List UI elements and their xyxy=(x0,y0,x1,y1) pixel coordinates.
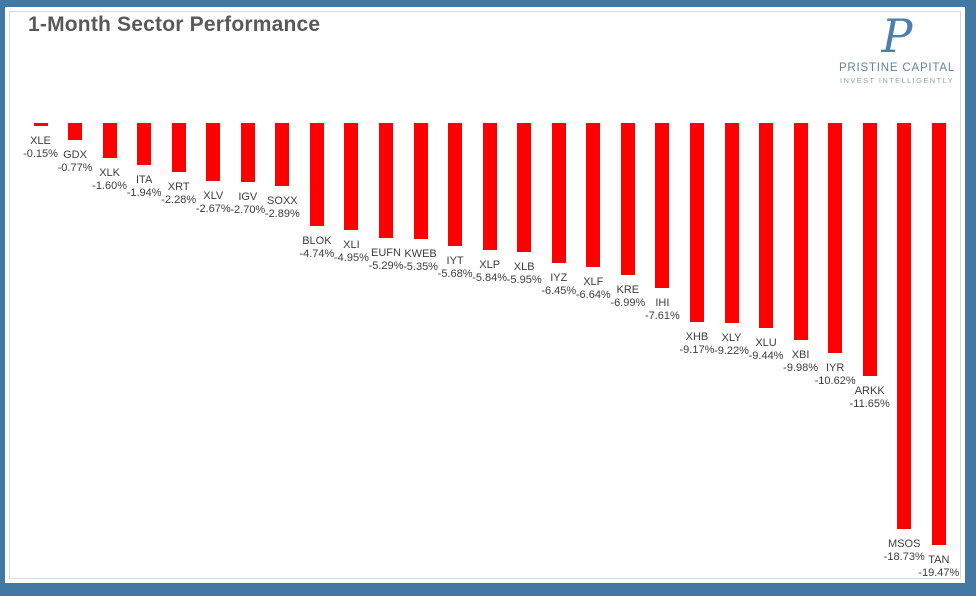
bar-value-label-TAN: -19.47% xyxy=(918,567,960,580)
bar-value-label-ARKK: -11.65% xyxy=(849,397,890,410)
bar-XLP xyxy=(482,123,497,250)
bar-SOXX xyxy=(275,123,290,186)
bar-IYT xyxy=(448,123,463,247)
bar-value-label-XHB: -9.17% xyxy=(679,343,715,356)
bar-category-label-XHB: XHB xyxy=(685,330,709,343)
bar-category-label-XLB: XLB xyxy=(513,261,535,274)
bar-category-label-TAN: TAN xyxy=(928,554,950,567)
bar-category-label-IYR: IYR xyxy=(825,362,845,375)
pristine-capital-logo: P PRISTINE CAPITAL INVEST INTELLIGENTLY xyxy=(836,12,958,85)
bar-value-label-XLP: -5.84% xyxy=(472,271,508,284)
bar-category-label-IGV: IGV xyxy=(238,190,258,203)
bar-category-label-MSOS: MSOS xyxy=(888,538,921,551)
bar-XLU xyxy=(759,123,774,328)
bar-value-label-XLF: -6.64% xyxy=(575,289,611,302)
bar-EUFN xyxy=(379,123,393,238)
bar-XLF xyxy=(586,123,601,268)
bar-XLY xyxy=(724,123,739,324)
bar-MSOS xyxy=(897,123,912,530)
page-title: 1-Month Sector Performance xyxy=(28,13,321,36)
bar-category-label-SOXX: SOXX xyxy=(267,194,298,207)
bar-value-label-XLV: -2.67% xyxy=(195,202,231,215)
bar-value-label-SOXX: -2.89% xyxy=(264,207,300,220)
bar-value-label-IYR: -10.62% xyxy=(814,375,856,388)
bar-value-label-KWEB: -5.35% xyxy=(403,261,438,274)
bar-category-label-EUFN: EUFN xyxy=(371,246,401,259)
bar-value-label-MSOS: -18.73% xyxy=(883,551,925,564)
bar-XLI xyxy=(344,123,359,231)
bar-XLB xyxy=(517,123,532,253)
logo-monogram-icon: P xyxy=(881,9,913,63)
bar-category-label-XBI: XBI xyxy=(791,348,810,361)
bar-category-label-ARKK: ARKK xyxy=(854,384,885,397)
bar-XLK xyxy=(102,123,117,158)
bar-value-label-XLK: -1.60% xyxy=(92,179,128,192)
bar-IHI xyxy=(655,123,670,289)
bar-IYZ xyxy=(551,123,566,263)
bar-category-label-GDX: GDX xyxy=(63,148,87,161)
bar-value-label-GDX: -0.77% xyxy=(57,161,93,174)
bar-category-label-XLE: XLE xyxy=(30,135,51,148)
bar-value-label-XLY: -9.22% xyxy=(714,345,749,358)
bar-BLOK xyxy=(309,123,324,226)
bar-value-label-XLB: -5.95% xyxy=(506,274,542,287)
bar-category-label-IHI: IHI xyxy=(655,297,670,310)
bar-XBI xyxy=(793,123,808,340)
bar-IGV xyxy=(240,123,255,182)
bar-ITA xyxy=(137,123,152,166)
bar-ARKK xyxy=(862,123,877,376)
bar-category-label-XLK: XLK xyxy=(99,166,120,179)
bar-category-label-ITA: ITA xyxy=(135,174,153,187)
bar-category-label-XRT: XRT xyxy=(167,181,190,194)
bar-category-label-XLY: XLY xyxy=(721,332,742,345)
bar-value-label-XLI: -4.95% xyxy=(334,252,369,265)
bar-value-label-BLOK: -4.74% xyxy=(299,247,335,260)
bar-TAN xyxy=(931,123,946,546)
bar-XHB xyxy=(689,123,704,322)
bar-category-label-IYT: IYT xyxy=(446,255,464,268)
bar-KRE xyxy=(620,123,635,275)
bar-value-label-IYZ: -6.45% xyxy=(541,284,577,297)
bar-category-label-XLF: XLF xyxy=(583,276,604,289)
bar-value-label-EUFN: -5.29% xyxy=(368,259,404,272)
bar-value-label-IYT: -5.68% xyxy=(437,268,473,281)
bar-value-label-IHI: -7.61% xyxy=(644,310,680,323)
bar-value-label-KRE: -6.99% xyxy=(610,296,646,309)
bar-category-label-XLV: XLV xyxy=(203,189,224,202)
bar-value-label-XRT: -2.28% xyxy=(161,194,197,207)
bar-category-label-IYZ: IYZ xyxy=(550,271,568,284)
bar-XRT xyxy=(171,123,186,173)
bar-XLE xyxy=(33,123,48,127)
bar-KWEB xyxy=(413,123,428,240)
bar-category-label-XLU: XLU xyxy=(755,336,777,349)
bar-value-label-ITA: -1.94% xyxy=(126,187,162,200)
bar-IYR xyxy=(828,123,843,354)
bar-value-label-XLE: -0.15% xyxy=(23,148,58,161)
bar-value-label-XBI: -9.98% xyxy=(783,361,819,374)
bar-category-label-BLOK: BLOK xyxy=(302,234,332,247)
bar-value-label-IGV: -2.70% xyxy=(230,203,266,216)
bar-value-label-XLU: -9.44% xyxy=(748,349,784,362)
logo-name: PRISTINE CAPITAL xyxy=(838,62,956,74)
bar-category-label-KWEB: KWEB xyxy=(404,248,437,261)
bar-category-label-XLI: XLI xyxy=(343,239,360,252)
bar-category-label-XLP: XLP xyxy=(479,258,501,271)
bar-XLV xyxy=(206,123,221,181)
bar-category-label-KRE: KRE xyxy=(616,283,640,296)
logo-tagline: INVEST INTELLIGENTLY xyxy=(840,76,954,85)
bar-GDX xyxy=(68,123,83,140)
